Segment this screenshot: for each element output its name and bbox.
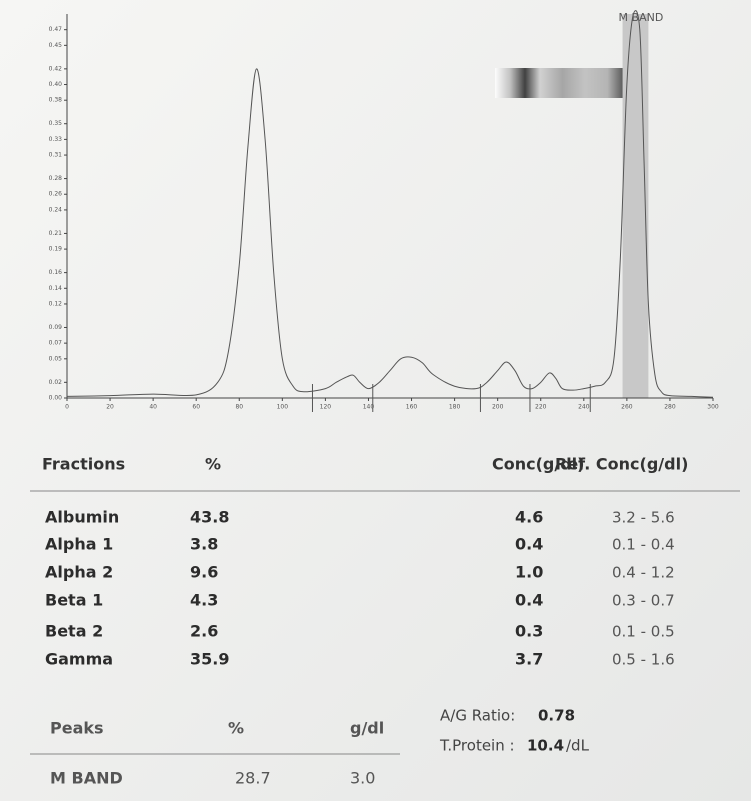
y-tick-label: 0.40 [49, 81, 63, 88]
table-cell: Gamma [45, 650, 113, 669]
y-tick-label: 0.02 [49, 379, 63, 386]
y-tick-label: 0.19 [49, 246, 63, 253]
y-tick-label: 0.42 [49, 65, 63, 72]
table-cell: 9.6 [190, 563, 218, 582]
table-cell: Alpha 1 [45, 535, 113, 554]
table-cell: 35.9 [190, 650, 229, 669]
table-cell: 4.6 [515, 508, 543, 527]
y-tick-label: 0.14 [49, 285, 63, 292]
x-tick-label: 180 [449, 404, 461, 411]
x-tick-label: 300 [707, 404, 719, 411]
table-cell: Albumin [45, 508, 119, 527]
peaks-header: % [228, 719, 244, 738]
peaks-cell: 28.7 [235, 769, 271, 788]
table-cell: 3.7 [515, 650, 543, 669]
ag-label: A/G Ratio: [440, 707, 515, 725]
table-cell: 1.0 [515, 563, 543, 582]
y-tick-label: 0.47 [49, 26, 63, 33]
peaks-header: g/dl [350, 719, 384, 738]
table-cell: 0.5 - 1.6 [612, 651, 675, 669]
tp-unit: /dL [566, 737, 590, 755]
y-tick-label: 0.26 [49, 191, 63, 198]
x-tick-label: 20 [106, 404, 114, 411]
y-tick-label: 0.33 [49, 136, 63, 143]
y-tick-label: 0.38 [49, 97, 63, 104]
annotation: M BAND [619, 11, 664, 24]
x-tick-label: 80 [235, 404, 243, 411]
report: 0.00 0.02 0.05 0.07 0.09 0.12 0.14 0.16 0.19 0.21… [0, 0, 751, 801]
peaks-header: Peaks [50, 719, 104, 738]
x-tick-label: 0 [65, 404, 69, 411]
table-header: Fractions [42, 455, 125, 474]
x-tick-label: 260 [621, 404, 633, 411]
x-tick-label: 280 [664, 404, 676, 411]
y-tick-label: 0.31 [49, 152, 63, 159]
table-cell: Alpha 2 [45, 563, 113, 582]
table-cell: 0.4 - 1.2 [612, 564, 675, 582]
gel-strip [495, 68, 645, 98]
y-tick-label: 0.12 [49, 300, 63, 307]
y-tick-label: 0.28 [49, 175, 63, 182]
table-cell: 0.4 [515, 535, 543, 554]
table-cell: 0.1 - 0.4 [612, 536, 675, 554]
table-cell: 4.3 [190, 591, 218, 610]
x-tick-label: 40 [149, 404, 157, 411]
y-tick-label: 0.07 [49, 340, 63, 347]
x-tick-label: 200 [492, 404, 504, 411]
peaks-cell: M BAND [50, 769, 123, 788]
table-header: % [205, 455, 221, 474]
table-header: Ref. Conc(g/dl) [555, 455, 688, 474]
table-cell: Beta 2 [45, 622, 103, 641]
table-cell: 0.4 [515, 591, 543, 610]
y-tick-label: 0.05 [49, 355, 63, 362]
y-tick-label: 0.09 [49, 324, 63, 331]
table-cell: 43.8 [190, 508, 229, 527]
x-tick-label: 160 [406, 404, 418, 411]
shaded-band [623, 14, 649, 398]
table-cell: 0.3 [515, 622, 543, 641]
y-tick-label: 0.00 [49, 395, 63, 402]
table-cell: 2.6 [190, 622, 218, 641]
x-tick-label: 100 [277, 404, 289, 411]
tp-label: T.Protein : [439, 737, 515, 755]
peaks-cell: 3.0 [350, 769, 375, 788]
x-tick-label: 240 [578, 404, 590, 411]
x-tick-label: 120 [320, 404, 332, 411]
table-cell: 3.2 - 5.6 [612, 509, 675, 527]
x-tick-label: 60 [192, 404, 200, 411]
y-tick-label: 0.21 [49, 230, 63, 237]
ag-value: 0.78 [538, 707, 575, 725]
table-cell: 0.1 - 0.5 [612, 623, 675, 641]
table-cell: Beta 1 [45, 591, 103, 610]
table-cell: 0.3 - 0.7 [612, 592, 675, 610]
table-cell: 3.8 [190, 535, 218, 554]
y-tick-label: 0.24 [49, 206, 63, 213]
tp-value: 10.4 [527, 737, 564, 755]
x-tick-label: 220 [535, 404, 547, 411]
y-tick-label: 0.45 [49, 42, 63, 49]
y-tick-label: 0.16 [49, 269, 63, 276]
y-tick-label: 0.35 [49, 120, 63, 127]
